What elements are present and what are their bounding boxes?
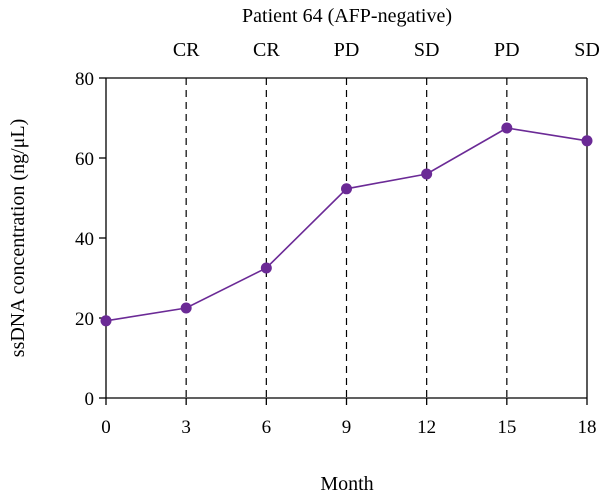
y-tick-label: 40 [75, 229, 94, 250]
status-label: SD [414, 39, 440, 61]
data-point [421, 168, 433, 180]
y-tick-label: 80 [75, 69, 94, 90]
data-point [581, 135, 593, 147]
status-annotation-layer: CR CR PD SD PD SD [173, 39, 600, 61]
x-axis-label: Month [320, 473, 373, 495]
data-point [180, 302, 192, 314]
x-tick-label: 9 [342, 417, 352, 438]
series-layer [100, 122, 593, 327]
status-label: CR [253, 39, 280, 61]
y-axis-label: ssDNA concentration (ng/μL) [7, 119, 29, 357]
y-tick-label: 0 [85, 389, 95, 410]
x-tick-label: 18 [578, 417, 597, 438]
status-label: PD [334, 39, 360, 61]
data-point [501, 122, 513, 134]
axes: 0 20 40 60 80 0 3 6 9 12 15 18 [75, 69, 597, 438]
x-tick-label: 6 [262, 417, 272, 438]
status-label: CR [173, 39, 200, 61]
data-point [260, 262, 272, 274]
status-label: PD [494, 39, 520, 61]
status-marker-lines [185, 78, 508, 398]
data-point [341, 183, 352, 195]
y-tick-label: 20 [75, 309, 94, 330]
x-tick-label: 15 [497, 417, 516, 438]
status-label: SD [574, 39, 600, 61]
y-tick-label: 60 [75, 149, 94, 170]
x-tick-label: 12 [417, 417, 436, 438]
chart-title: Patient 64 (AFP-negative) [242, 5, 452, 27]
data-point [100, 315, 112, 327]
x-tick-label: 0 [101, 417, 111, 438]
x-tick-label: 3 [181, 417, 191, 438]
